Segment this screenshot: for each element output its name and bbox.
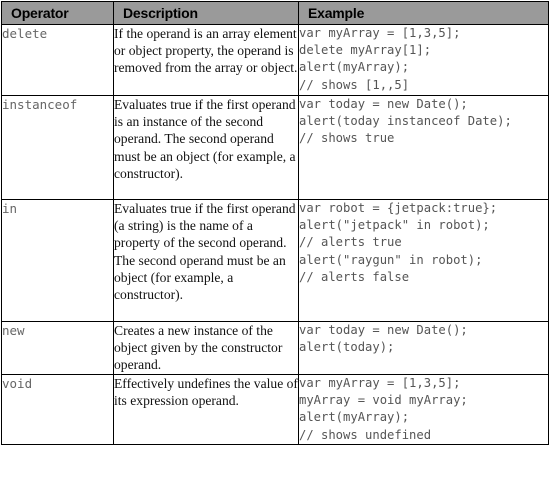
code-line: // shows [1,,5] bbox=[299, 77, 410, 92]
operator-cell: new bbox=[1, 321, 114, 375]
example-cell: var today = new Date(); alert(today); bbox=[298, 321, 549, 375]
code-line: // alerts true bbox=[299, 235, 402, 250]
example-cell: var myArray = [1,3,5]; myArray = void my… bbox=[298, 374, 549, 445]
operator-cell: delete bbox=[1, 24, 114, 96]
header-operator: Operator bbox=[1, 1, 114, 25]
description-cell: Creates a new instance of the object giv… bbox=[113, 321, 299, 375]
operator-cell: in bbox=[1, 199, 114, 322]
code-line: myArray = void myArray; bbox=[299, 393, 468, 408]
code-line: var robot = {jetpack:true}; bbox=[299, 201, 498, 215]
code-line: alert(today instanceof Date); bbox=[299, 114, 512, 129]
table-row: void Effectively undefines the value of … bbox=[1, 374, 549, 445]
example-cell: var robot = {jetpack:true}; alert("jetpa… bbox=[298, 199, 549, 322]
code-line: // alerts false bbox=[299, 269, 410, 284]
code-line: alert(today); bbox=[299, 340, 395, 355]
code-line: alert("jetpack" in robot); bbox=[299, 218, 490, 233]
table-row: in Evaluates true if the first operand (… bbox=[1, 199, 549, 322]
code-line: delete myArray[1]; bbox=[299, 43, 432, 58]
table-row: instanceof Evaluates true if the first o… bbox=[1, 95, 549, 200]
header-example: Example bbox=[298, 1, 549, 25]
code-line: alert("raygun" in robot); bbox=[299, 252, 483, 267]
code-line: alert(myArray); bbox=[299, 60, 410, 75]
table-row: delete If the operand is an array elemen… bbox=[1, 24, 549, 96]
operators-table: Operator Description Example delete If t… bbox=[1, 1, 549, 445]
table-row: new Creates a new instance of the object… bbox=[1, 321, 549, 375]
description-cell: Effectively undefines the value of its e… bbox=[113, 374, 299, 445]
description-cell: If the operand is an array element or ob… bbox=[113, 24, 299, 96]
example-cell: var myArray = [1,3,5]; delete myArray[1]… bbox=[298, 24, 549, 96]
code-line: var myArray = [1,3,5]; bbox=[299, 376, 461, 390]
header-row: Operator Description Example bbox=[1, 1, 549, 25]
description-cell: Evaluates true if the first operand (a s… bbox=[113, 199, 299, 322]
operator-cell: void bbox=[1, 374, 114, 445]
code-line: var myArray = [1,3,5]; bbox=[299, 26, 461, 40]
code-line: // shows true bbox=[299, 131, 395, 146]
example-cell: var today = new Date(); alert(today inst… bbox=[298, 95, 549, 200]
header-description: Description bbox=[113, 1, 299, 25]
code-line: alert(myArray); bbox=[299, 410, 410, 425]
description-cell: Evaluates true if the first operand is a… bbox=[113, 95, 299, 200]
code-line: // shows undefined bbox=[299, 427, 432, 442]
operator-cell: instanceof bbox=[1, 95, 114, 200]
code-line: var today = new Date(); bbox=[299, 323, 468, 337]
code-line: var today = new Date(); bbox=[299, 97, 468, 111]
